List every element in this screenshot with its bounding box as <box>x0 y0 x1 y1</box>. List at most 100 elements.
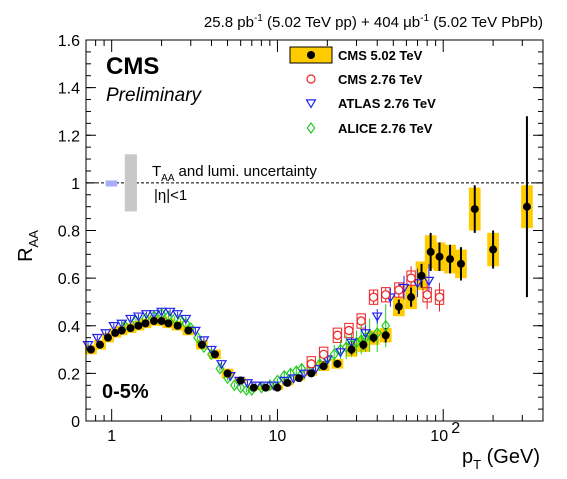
atlas-point <box>180 314 192 325</box>
y-axis-main: R <box>15 247 37 261</box>
cms276-point <box>434 292 445 302</box>
x-tick-label-exp: 2 <box>451 420 460 437</box>
cms502-point <box>470 205 479 214</box>
cms502-point <box>307 369 316 378</box>
legend-label: CMS 2.76 TeV <box>338 72 423 87</box>
cms502-point <box>95 340 104 349</box>
cms502-point <box>117 326 126 335</box>
cms276-point <box>422 290 432 300</box>
status-label: Preliminary <box>106 85 203 106</box>
y-tick-label: 1.6 <box>58 33 80 50</box>
y-tick-label: 0.4 <box>58 319 80 336</box>
alice-point <box>315 357 325 370</box>
reference-layer <box>86 154 543 212</box>
cms502-point <box>126 324 135 333</box>
cms502-point <box>426 247 435 256</box>
cms502-point <box>394 302 403 311</box>
x-tick-label: 10 <box>269 428 287 445</box>
cms502-point <box>111 328 120 337</box>
cms502-point <box>522 202 531 211</box>
y-tick-label: 0.8 <box>58 224 80 241</box>
x-axis-unit: (GeV) <box>481 446 540 468</box>
x-axis-title: pT (GeV) <box>462 446 540 472</box>
atlas-point <box>116 319 128 330</box>
cms276-point <box>406 273 416 283</box>
uncertainty-line1: and lumi. uncertainty <box>179 163 318 180</box>
cms502-point <box>157 316 166 325</box>
atlas-point <box>298 369 310 380</box>
uncertainty-taa-sub: AA <box>161 173 175 184</box>
taa-uncertainty-box <box>124 154 137 212</box>
legend-label: CMS 5.02 TeV <box>338 48 423 63</box>
cms276-point <box>344 325 354 336</box>
atlas-point <box>164 307 176 318</box>
tick-labels: 00.20.40.60.811.21.41.61 10 10 2 <box>58 33 460 445</box>
cms502-point <box>149 316 158 325</box>
legend-label: ALICE 2.76 TeV <box>338 121 433 136</box>
cms502-point <box>184 326 193 335</box>
alice-point <box>229 379 239 392</box>
x-axis-main: p <box>462 446 473 468</box>
cms502-point <box>369 333 378 342</box>
cms502-point <box>273 383 282 392</box>
cms502-point <box>249 383 258 392</box>
atlas-point <box>371 312 383 322</box>
cms276-point <box>368 292 379 302</box>
alice-point <box>381 319 391 332</box>
legend-alice-marker <box>306 122 316 134</box>
atlas-point <box>411 279 424 289</box>
cms502-point <box>319 362 328 371</box>
atlas-point <box>108 322 120 332</box>
cms502-point <box>456 259 465 268</box>
lumi-a-tail: (5.02 TeV pp) + 404 <box>263 14 403 31</box>
atlas-point <box>334 348 347 358</box>
atlas-point <box>423 276 435 287</box>
legend-atlas-marker <box>305 99 317 109</box>
experiment-label: CMS <box>106 53 159 80</box>
lumi-header: 25.8 pb-1 (5.02 TeV pp) + 404 μb-1 (5.02… <box>204 13 543 31</box>
cms502-point <box>417 271 426 280</box>
cms502-point <box>283 378 292 387</box>
cms502-point <box>103 333 112 342</box>
uncertainty-note: TAA and lumi. uncertainty <box>152 163 317 184</box>
cms502-point <box>164 319 173 328</box>
cms502-point <box>134 321 143 330</box>
legend-cms502-marker <box>307 51 315 59</box>
x-tick-label: 1 <box>107 428 116 445</box>
data-points <box>82 202 531 397</box>
y-axis-sub: AA <box>26 230 41 248</box>
cms502-point <box>435 252 444 261</box>
atlas-point <box>189 326 201 337</box>
cms502-point <box>173 321 182 330</box>
atlas-point <box>125 314 137 325</box>
atlas-point <box>148 310 160 320</box>
y-tick-label: 0 <box>71 414 80 431</box>
legend: CMS 5.02 TeV CMS 2.76 TeV ATLAS 2.76 TeV AL… <box>289 46 436 136</box>
lumi-b-tail: (5.02 TeV PbPb) <box>429 14 543 31</box>
atlas-point <box>215 360 228 370</box>
cms502-point <box>381 331 390 340</box>
y-tick-label: 1.4 <box>58 81 80 98</box>
atlas-point <box>205 345 218 356</box>
atlas-point <box>310 364 322 375</box>
legend-label: ATLAS 2.76 TeV <box>338 96 436 111</box>
cms502-point <box>359 340 368 349</box>
atlas-point <box>100 329 112 339</box>
cms502-point <box>223 369 232 378</box>
eta-note: |η|<1 <box>154 187 187 204</box>
cms502-point <box>347 345 356 354</box>
cms276-point <box>332 330 342 340</box>
cms276-point <box>381 290 391 300</box>
cms276-point <box>319 349 329 359</box>
atlas-point <box>140 310 152 320</box>
cms502-point <box>407 293 416 302</box>
legend-cms276-marker <box>306 74 316 84</box>
cms502-point <box>489 245 498 254</box>
atlas-point <box>359 329 372 339</box>
atlas-point <box>198 336 210 346</box>
atlas-point <box>132 312 144 322</box>
lumi-b-exp: -1 <box>420 13 429 24</box>
cms276-point <box>306 359 316 369</box>
centrality-label: 0-5% <box>102 381 149 403</box>
